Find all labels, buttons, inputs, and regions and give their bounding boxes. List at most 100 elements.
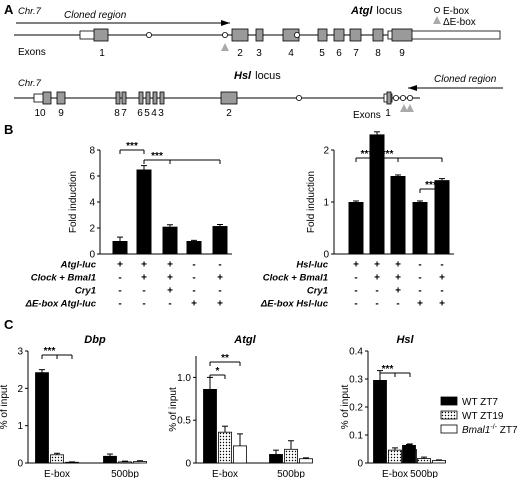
panel-c-legend: WT ZT7 WT ZT19 Bmal1-/- ZT7 — [440, 396, 518, 436]
hsl-luciferase-chart: 0 1 2 Fold induction Hsl-luc + + + - - Clock + Bma… — [260, 131, 454, 310]
bar — [299, 458, 313, 464]
y-tick-label: 0.2 — [349, 403, 363, 414]
condition-label: Clock + Bmal1 — [263, 273, 328, 284]
bar — [233, 445, 247, 464]
condition-mark: + — [217, 273, 223, 284]
condition-mark: + — [191, 299, 197, 310]
hsl-chr-label: Chr.7 — [18, 78, 42, 89]
debox-legend-icon — [433, 16, 441, 24]
chart-title: Dbp — [84, 334, 106, 346]
y-axis-label: % of input — [340, 385, 351, 430]
condition-mark: - — [354, 273, 357, 284]
hsl-exon — [159, 91, 165, 105]
condition-mark: + — [439, 273, 445, 284]
panel-a-legend: E-box ΔE-box — [433, 6, 476, 28]
atgl-exons-label: Exons — [18, 47, 46, 58]
bar — [348, 202, 364, 254]
ebox-legend-label: E-box — [443, 6, 469, 17]
condition-mark: + — [374, 273, 380, 284]
condition-mark: - — [440, 260, 443, 271]
atgl-utr-3 — [387, 30, 501, 40]
dbp-chip-chart: Dbp 0 1 2 3 % of input E-box 500bp *** — [0, 334, 147, 478]
bar — [432, 460, 446, 464]
bar — [284, 448, 298, 464]
y-axis-label: % of input — [168, 387, 179, 432]
condition-mark: - — [418, 286, 421, 297]
atgl-exon-number: 3 — [256, 48, 262, 59]
condition-mark: + — [117, 260, 123, 271]
hsl-locus-map: Hsl locus Chr.7 Cloned region Exons 10 9 … — [14, 70, 503, 121]
condition-label: Cry1 — [75, 286, 96, 297]
hsl-exon — [152, 91, 158, 105]
condition-label: Atgl-luc — [60, 260, 97, 271]
legend-label-bmal1-ko: Bmal1-/- ZT7 — [462, 424, 518, 436]
significance-label: *** — [361, 149, 373, 160]
hsl-deleted-ebox-marker — [400, 104, 408, 112]
atgl-locus-title: Atgl locus — [350, 5, 403, 17]
condition-label: ΔE-box Atgl-luc — [25, 299, 97, 310]
hsl-exon — [386, 91, 392, 105]
condition-mark: - — [354, 286, 357, 297]
hsl-exons-label: Exons — [353, 110, 381, 121]
panel-label-c: C — [4, 317, 14, 332]
hsl-exon-number: 7 — [121, 108, 127, 119]
condition-mark: - — [418, 273, 421, 284]
condition-mark: + — [167, 286, 173, 297]
hsl-deleted-ebox-marker — [406, 104, 414, 112]
atgl-exon — [349, 28, 362, 42]
significance-label: *** — [44, 346, 56, 357]
legend-swatch-wt-zt19 — [440, 410, 458, 420]
bar — [373, 379, 387, 464]
condition-mark: - — [192, 273, 195, 284]
hsl-exon-number: 6 — [137, 108, 143, 119]
condition-mark: - — [142, 286, 145, 297]
bar — [218, 431, 232, 464]
significance-label: ** — [221, 353, 229, 364]
atgl-exon — [231, 28, 249, 42]
hsl-exon-number: 1 — [385, 108, 391, 119]
significance-label: *** — [126, 141, 138, 152]
x-category-label: E-box — [44, 469, 70, 478]
atgl-exon — [372, 28, 384, 42]
significance-label: *** — [425, 180, 437, 191]
y-tick-label: 2 — [89, 224, 95, 235]
legend-label-wt-zt19: WT ZT19 — [462, 411, 504, 422]
atgl-exon — [333, 28, 345, 42]
hsl-exon-number: 8 — [114, 108, 120, 119]
condition-mark: - — [118, 273, 121, 284]
debox-legend-label: ΔE-box — [443, 17, 476, 28]
bar — [133, 461, 147, 464]
y-tick-label: 0.5 — [177, 416, 191, 427]
condition-mark: - — [192, 286, 195, 297]
condition-mark: - — [218, 286, 221, 297]
condition-mark: - — [192, 260, 195, 271]
bar — [417, 458, 431, 464]
hsl-exon — [115, 91, 121, 105]
hsl-ebox — [399, 95, 406, 102]
condition-mark: + — [141, 260, 147, 271]
significance-label: *** — [151, 151, 163, 162]
atgl-luciferase-chart: 0 2 4 6 8 Fold induction Atgl-luc + + + - - Clock + … — [25, 141, 232, 310]
condition-mark: - — [118, 286, 121, 297]
hsl-exon-number: 4 — [151, 108, 157, 119]
condition-label: Cry1 — [307, 286, 328, 297]
condition-mark: - — [375, 286, 378, 297]
atgl-cloned-arrowhead — [221, 20, 230, 26]
y-tick-label: 0.1 — [349, 431, 363, 442]
chart-title: Hsl — [396, 334, 414, 346]
hsl-exon-number: 3 — [158, 108, 164, 119]
bar — [35, 372, 49, 464]
atgl-ebox — [145, 32, 152, 39]
condition-mark: + — [417, 299, 423, 310]
condition-mark: - — [418, 260, 421, 271]
hsl-locus-title: Hsl locus — [234, 70, 281, 82]
condition-mark: + — [374, 260, 380, 271]
hsl-exon — [121, 91, 127, 105]
legend-label-wt-zt7: WT ZT7 — [462, 397, 498, 408]
y-tick-label: 0 — [323, 250, 329, 261]
condition-mark: + — [167, 260, 173, 271]
atgl-exon — [391, 28, 413, 42]
hsl-exon-number: 10 — [34, 108, 46, 119]
x-category-label: 500bp — [410, 469, 438, 478]
ebox-legend-icon — [433, 7, 440, 13]
